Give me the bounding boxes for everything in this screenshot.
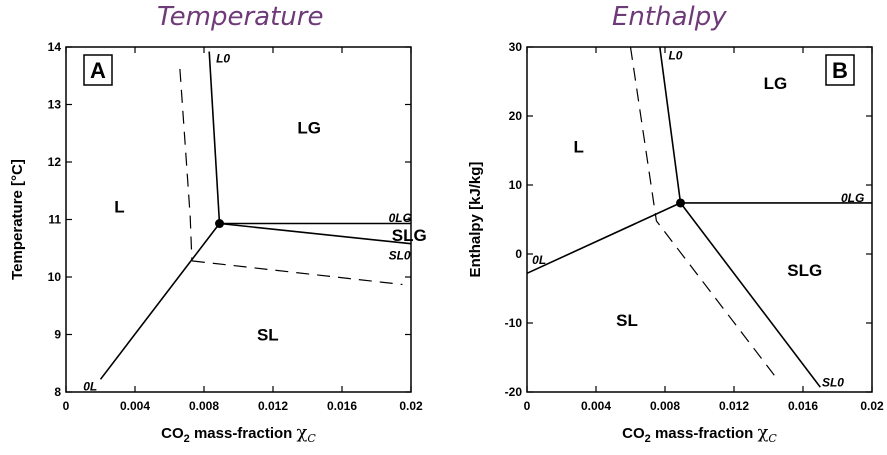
y-tick-label-a: 14 bbox=[48, 40, 62, 54]
x-tick-label-a: 0.008 bbox=[189, 399, 219, 413]
boundary-label-b: 0LG bbox=[841, 191, 864, 205]
boundary-label-a: L0 bbox=[216, 52, 230, 66]
boundary-label-b: 0L bbox=[532, 253, 546, 267]
y-tick-label-a: 9 bbox=[54, 328, 61, 342]
triple-point-marker-a bbox=[215, 219, 225, 229]
x-axis-label-b: CO2 mass-fraction χC bbox=[622, 422, 777, 445]
x-tick-label-a: 0.012 bbox=[258, 399, 288, 413]
x-tick-label-b: 0.02 bbox=[860, 399, 884, 413]
triple-point-marker-b bbox=[676, 198, 686, 208]
region-label-b: L bbox=[574, 137, 584, 156]
y-tick-label-b: 30 bbox=[509, 40, 523, 54]
panel-label-box-b bbox=[825, 54, 855, 86]
phase-boundary-line-a bbox=[219, 222, 412, 245]
x-tick-label-b: 0.008 bbox=[650, 399, 680, 413]
x-tick-label-b: 0.012 bbox=[719, 399, 749, 413]
y-tick-label-a: 8 bbox=[54, 385, 61, 399]
dashed-boundary-line-b bbox=[629, 46, 778, 380]
x-tick-label-b: 0.016 bbox=[788, 399, 818, 413]
y-tick-label-a: 13 bbox=[48, 98, 62, 112]
x-tick-label-a: 0.02 bbox=[399, 399, 423, 413]
panel-label-box-a bbox=[83, 54, 113, 86]
region-label-b: SLG bbox=[787, 261, 822, 280]
y-tick-label-a: 12 bbox=[48, 155, 62, 169]
region-label-a: LG bbox=[297, 119, 321, 138]
region-label-a: L bbox=[114, 197, 124, 216]
y-tick-label-b: -20 bbox=[505, 385, 523, 399]
dashed-boundary-line-a bbox=[191, 260, 403, 286]
x-tick-label-a: 0.016 bbox=[327, 399, 357, 413]
boundary-label-a: 0LG bbox=[389, 211, 412, 225]
x-axis-label-a: CO2 mass-fraction χC bbox=[161, 422, 316, 445]
x-tick-label-a: 0.004 bbox=[120, 399, 150, 413]
region-label-b: SL bbox=[616, 311, 638, 330]
phase-boundary-line-b bbox=[526, 202, 681, 275]
x-tick-label-b: 0.004 bbox=[581, 399, 611, 413]
title-temperature: Temperature bbox=[157, 2, 324, 32]
plot-frame-a bbox=[65, 46, 412, 393]
y-tick-label-b: -10 bbox=[505, 316, 523, 330]
y-tick-label-b: 10 bbox=[509, 178, 523, 192]
region-label-a: SLG bbox=[392, 226, 427, 245]
plot-frame-b bbox=[526, 46, 873, 393]
y-tick-label-a: 10 bbox=[48, 270, 62, 284]
region-label-b: LG bbox=[764, 74, 788, 93]
y-tick-label-b: 0 bbox=[515, 247, 522, 261]
boundary-label-a: SL0 bbox=[389, 249, 411, 263]
x-tick-label-a: 0 bbox=[63, 399, 70, 413]
dashed-boundary-line-a bbox=[179, 68, 193, 261]
phase-boundary-line-b bbox=[659, 46, 682, 204]
phase-boundary-line-a bbox=[99, 223, 221, 380]
panel-label-a: A bbox=[90, 58, 106, 83]
y-tick-label-a: 11 bbox=[48, 213, 61, 227]
y-axis-label-a: Temperature [°C] bbox=[9, 159, 26, 280]
panel-label-b: B bbox=[832, 58, 848, 83]
x-tick-label-b: 0 bbox=[524, 399, 531, 413]
y-axis-label-b: Enthalpy [kJ/kg] bbox=[467, 162, 484, 278]
phase-boundary-line-b bbox=[679, 202, 821, 388]
boundary-label-a: 0L bbox=[83, 379, 97, 393]
region-label-a: SL bbox=[257, 326, 279, 345]
boundary-label-b: SL0 bbox=[822, 375, 844, 389]
boundary-label-b: L0 bbox=[668, 48, 682, 62]
phase-boundary-line-a bbox=[208, 51, 221, 224]
y-tick-label-b: 20 bbox=[509, 109, 523, 123]
title-enthalpy: Enthalpy bbox=[612, 2, 727, 32]
